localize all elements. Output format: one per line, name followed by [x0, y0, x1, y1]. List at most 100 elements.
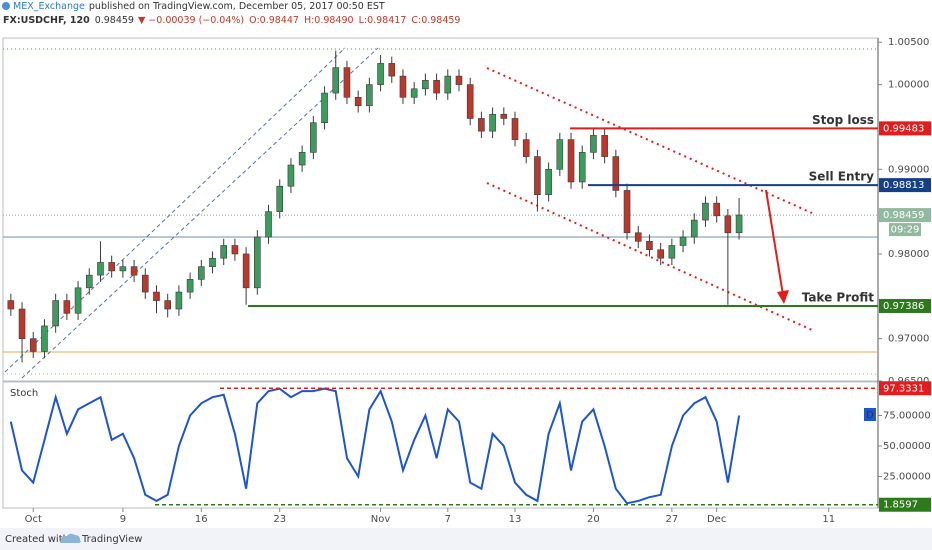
y-tick-label: 1.00500 — [888, 37, 929, 48]
candle-body — [724, 215, 732, 234]
candle-body — [556, 139, 564, 170]
candle-body — [74, 287, 82, 314]
candle-body — [366, 84, 373, 107]
x-tick-label: 16 — [195, 514, 208, 525]
level-value: 1.8597 — [883, 500, 918, 511]
x-tick-label: Nov — [371, 514, 391, 525]
arrow — [765, 189, 784, 296]
logo — [60, 533, 81, 543]
ohlc-h: H:0.98490 — [304, 15, 354, 26]
x-tick-label: Oct — [25, 514, 42, 525]
level-value: 0.98813 — [883, 180, 924, 191]
level-value: 97.3331 — [883, 383, 924, 394]
ohlc-l: L:0.98417 — [359, 15, 407, 26]
candle-body — [130, 266, 138, 276]
candle-body — [511, 118, 519, 140]
candle-body — [242, 253, 250, 289]
candle-body — [522, 139, 530, 157]
candle-body — [354, 96, 362, 107]
candle-body — [29, 338, 37, 352]
candle-body — [321, 92, 328, 123]
footer-brand: TradingView — [81, 534, 142, 545]
candle-body — [231, 245, 239, 255]
symbol: FX:USDCHF, 120 — [3, 15, 90, 26]
footer-text: Created with — [5, 534, 69, 545]
avatar — [2, 2, 10, 10]
candle-body — [679, 236, 687, 246]
change: ▼ −0.00039 (−0.04%) — [138, 15, 244, 26]
current-box — [879, 208, 931, 223]
y-tick-label: 0.97000 — [888, 334, 929, 345]
candle-body — [422, 80, 429, 90]
footer — [0, 528, 932, 550]
candle-body — [399, 75, 407, 98]
x-tick-label: 27 — [665, 514, 678, 525]
badge — [864, 408, 876, 421]
candle-body — [186, 279, 194, 293]
current-value: 0.98459 — [883, 210, 924, 221]
candle-body — [287, 164, 295, 187]
candle-body — [298, 152, 306, 166]
candle-body — [567, 139, 575, 183]
y-tick-label: 50.00000 — [883, 441, 931, 452]
level-label: Stop loss — [812, 113, 874, 127]
candle-body — [164, 300, 171, 310]
candle-body — [735, 214, 743, 234]
author: MEX_Exchange — [13, 1, 85, 12]
x-tick-label: 13 — [509, 514, 522, 525]
candle-body — [410, 88, 418, 98]
symbol-line: FX:USDCHF, 120 0.98459 ▼ −0.00039 (−0.04%)… — [3, 15, 460, 26]
level-box — [879, 178, 931, 193]
level-box — [879, 497, 931, 512]
candle-body — [52, 300, 59, 327]
countdown: 09:29 — [891, 225, 920, 236]
stoch-line — [9, 387, 741, 505]
candle-body — [209, 257, 216, 267]
header-line: MEX_Exchange published on TradingView.com… — [13, 1, 385, 12]
x-tick-label: 23 — [273, 514, 286, 525]
arrow-head — [777, 290, 789, 304]
candle-body — [500, 113, 508, 119]
candle-body — [702, 202, 709, 221]
candle-body — [377, 63, 384, 85]
candle-body — [612, 156, 620, 191]
candle-body — [545, 168, 552, 195]
candle-body — [119, 266, 127, 272]
level-box — [879, 121, 931, 136]
candle-body — [657, 249, 664, 259]
x-tick-label: 20 — [587, 514, 600, 525]
candle-body — [690, 219, 698, 238]
x-tick-label: Dec — [707, 514, 726, 525]
ohlc-o: O:0.98447 — [249, 15, 299, 26]
candle-body — [141, 274, 149, 293]
level-box — [879, 381, 931, 396]
y-tick-label: 75.00000 — [883, 411, 931, 422]
candle-body — [97, 262, 104, 276]
candle-body — [713, 202, 720, 217]
x-tick-label: 11 — [822, 514, 835, 525]
candle-body — [578, 152, 586, 183]
y-tick-label: 0.98000 — [888, 249, 929, 260]
candle-body — [198, 266, 205, 280]
candle-body — [478, 118, 485, 132]
level-value: 0.99483 — [883, 123, 924, 134]
candle-body — [534, 156, 541, 195]
level-box — [879, 298, 931, 313]
candle-body — [63, 300, 71, 314]
candle-body — [343, 67, 351, 98]
candle-body — [153, 291, 160, 301]
candle-body — [590, 135, 597, 153]
candle-body — [634, 232, 642, 242]
ohlc-c: C:0.98459 — [411, 15, 460, 26]
level-label: Sell Entry — [809, 170, 875, 184]
candle-body — [220, 245, 228, 259]
candle-body — [466, 84, 474, 119]
candle-body — [646, 240, 653, 251]
level-label: Take Profit — [802, 290, 875, 304]
badge-text: D — [866, 410, 874, 421]
last: 0.98459 — [95, 15, 134, 26]
candle-body — [276, 185, 284, 212]
marks: Oct 9 16 23 Nov 7 13 20 27 Dec 11 1.00500 1.00000 0.9… — [3, 37, 931, 525]
